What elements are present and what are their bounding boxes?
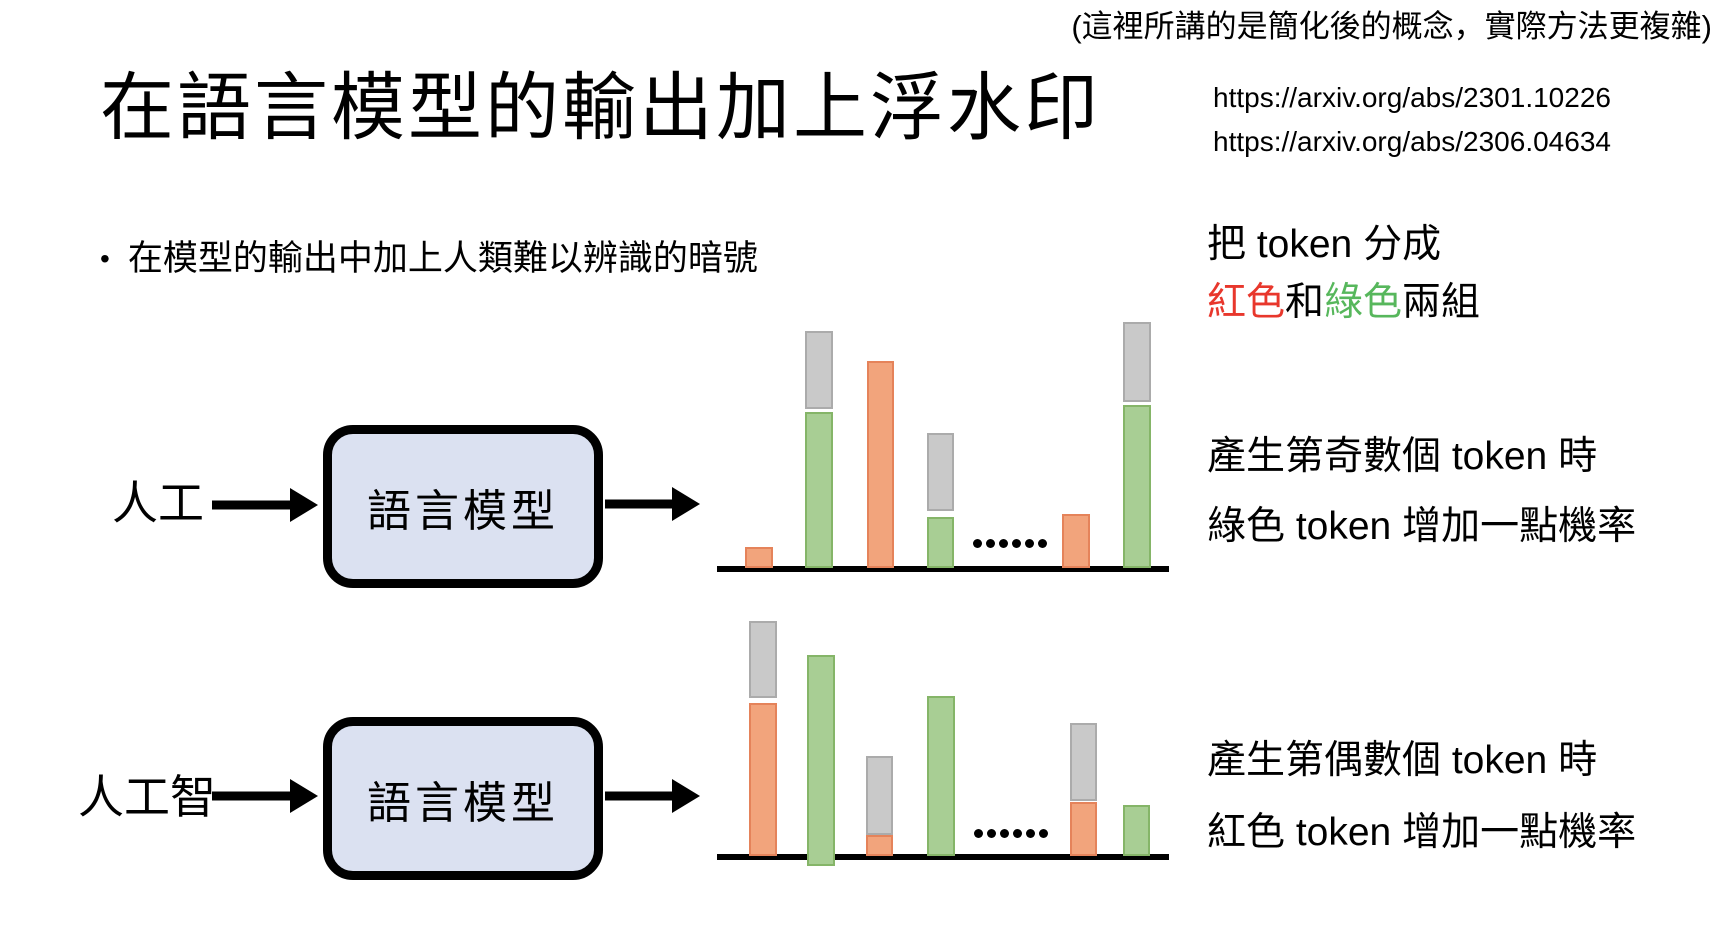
orange-token-bar [745, 547, 773, 568]
input-label-row2: 人工智 [78, 771, 216, 823]
arrow-line [212, 791, 290, 801]
green-token-bar [805, 412, 833, 568]
dot-icon [1013, 829, 1022, 838]
gray-token-bar [1070, 723, 1097, 801]
caption-row1-line2: 綠色 token 增加一點機率 [1207, 505, 1637, 548]
dot-icon [1026, 829, 1035, 838]
dot-icon [1025, 539, 1034, 548]
dot-icon [1038, 539, 1047, 548]
ellipsis-dots [974, 829, 1048, 838]
arrow-right-icon [605, 487, 700, 521]
legend-green-label: 綠色 [1324, 281, 1403, 324]
orange-token-bar [1062, 514, 1090, 568]
orange-token-bar [749, 703, 777, 856]
ellipsis-dots [973, 539, 1047, 548]
arrow-right-icon [605, 779, 700, 813]
language-model-label: 語言模型 [367, 778, 559, 828]
arrow-head-icon [290, 488, 318, 522]
arrow-line [212, 500, 290, 510]
dot-icon [1012, 539, 1021, 548]
chart-baseline [717, 566, 1169, 572]
legend-and: 和 [1285, 281, 1325, 324]
arrow-line [605, 791, 672, 801]
language-model-box-row2: 語言模型 [323, 717, 603, 880]
green-token-bar [1123, 405, 1151, 568]
top-note: (這裡所講的是簡化後的概念，實際方法更複雜) [1071, 9, 1712, 44]
gray-token-bar [866, 756, 893, 835]
orange-token-bar [867, 361, 894, 568]
caption-row2-line2: 紅色 token 增加一點機率 [1207, 811, 1637, 854]
gray-token-bar [1123, 322, 1151, 402]
bullet-text: 在模型的輸出中加上人類難以辨識的暗號 [127, 239, 758, 278]
language-model-box-row1: 語言模型 [323, 425, 603, 588]
legend-suffix: 兩組 [1402, 281, 1481, 324]
orange-token-bar [1070, 802, 1097, 856]
arrow-line [605, 499, 672, 509]
gray-token-bar [749, 621, 777, 698]
dot-icon [973, 539, 982, 548]
arrow-head-icon [672, 779, 700, 813]
bullet-item: • 在模型的輸出中加上人類難以辨識的暗號 [100, 236, 758, 282]
legend-line2: 紅色和綠色兩組 [1207, 274, 1480, 332]
gray-token-bar [927, 433, 954, 511]
green-token-bar [927, 517, 954, 568]
token-group-legend: 把 token 分成 紅色和綠色兩組 [1207, 216, 1480, 332]
legend-red-label: 紅色 [1207, 281, 1286, 324]
legend-line1: 把 token 分成 [1207, 223, 1442, 266]
chart-baseline [717, 854, 1169, 860]
arxiv-link-1[interactable]: https://arxiv.org/abs/2301.10226 [1213, 82, 1611, 113]
arxiv-links: https://arxiv.org/abs/2301.10226 https:/… [1213, 76, 1611, 164]
arrow-head-icon [672, 487, 700, 521]
language-model-label: 語言模型 [367, 486, 559, 536]
dot-icon [999, 539, 1008, 548]
green-token-bar [1123, 805, 1150, 856]
arxiv-link-2[interactable]: https://arxiv.org/abs/2306.04634 [1213, 126, 1611, 157]
caption-row2-line1: 產生第偶數個 token 時 [1207, 739, 1598, 782]
input-label-row1: 人工 [112, 477, 204, 529]
arrow-head-icon [290, 779, 318, 813]
gray-token-bar [805, 331, 833, 409]
page-title: 在語言模型的輸出加上浮水印 [100, 66, 1101, 149]
bullet-marker: • [100, 242, 110, 274]
arrow-right-icon [212, 779, 318, 813]
dot-icon [986, 539, 995, 548]
green-token-bar [807, 655, 835, 866]
dot-icon [1039, 829, 1048, 838]
dot-icon [974, 829, 983, 838]
token-probability-chart-bottom [717, 608, 1169, 868]
caption-row1-line1: 產生第奇數個 token 時 [1207, 435, 1598, 478]
dot-icon [1000, 829, 1009, 838]
token-probability-chart-top [717, 315, 1169, 574]
dot-icon [987, 829, 996, 838]
orange-token-bar [866, 835, 893, 856]
arrow-right-icon [212, 488, 318, 522]
green-token-bar [927, 696, 955, 856]
